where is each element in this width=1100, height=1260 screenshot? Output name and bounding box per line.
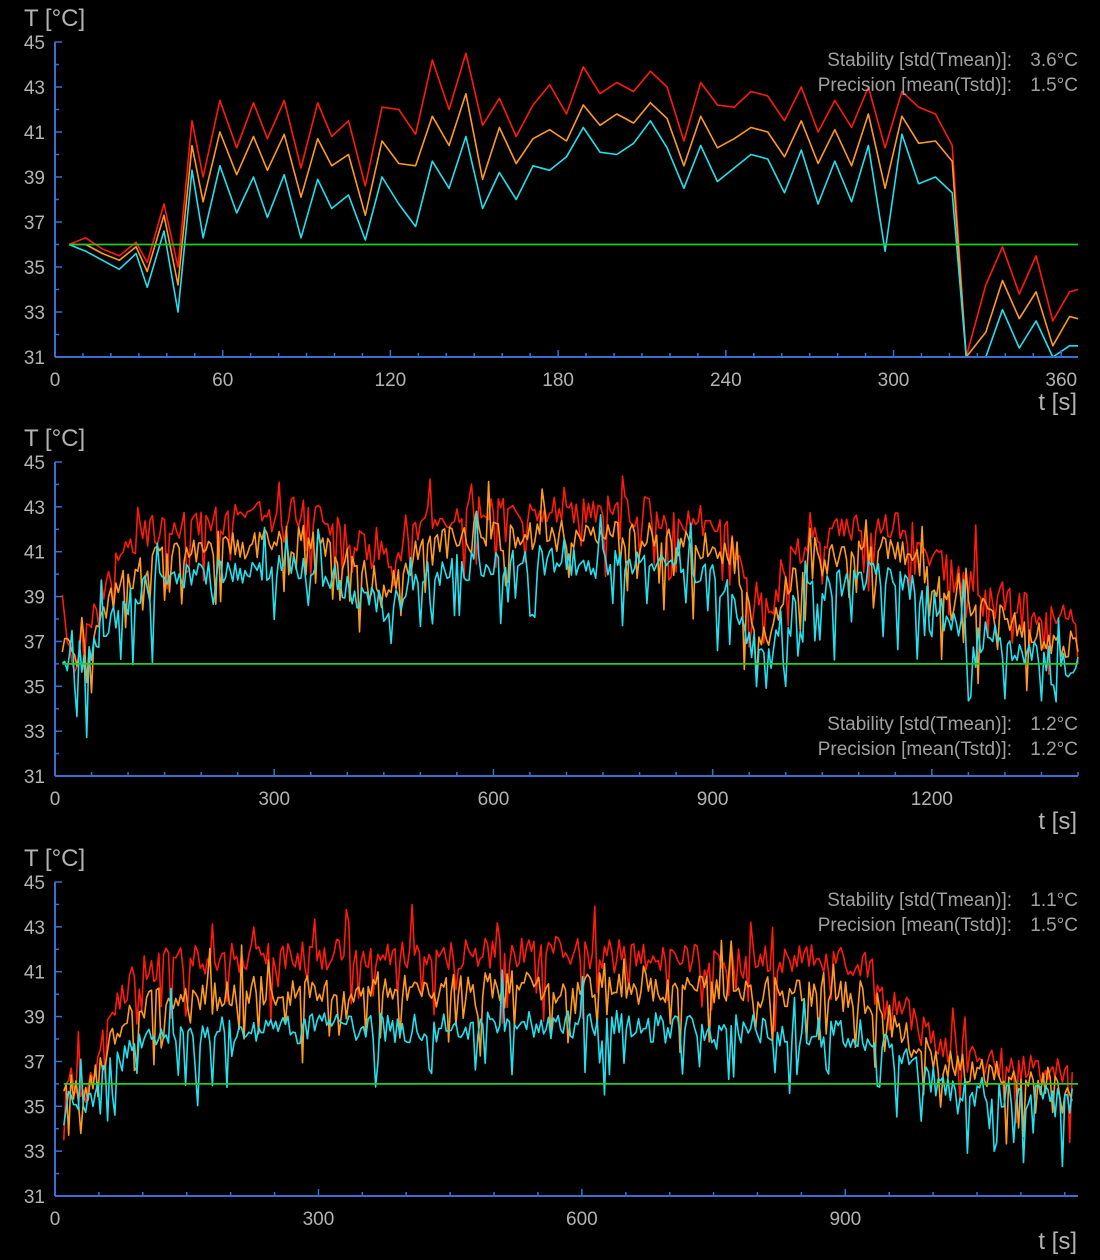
y-axis-title: T [°C]	[24, 5, 85, 32]
precision-label: Precision [mean(Tstd)]:	[818, 915, 1012, 936]
x-tick-label: 180	[542, 370, 574, 391]
y-tick-label: 37	[24, 213, 45, 234]
x-tick-label: 60	[212, 370, 233, 391]
y-tick-label: 45	[24, 453, 45, 474]
y-tick-label: 31	[24, 348, 45, 369]
y-tick-label: 35	[24, 258, 45, 279]
series-mean-line	[69, 92, 1079, 358]
y-tick-label: 39	[24, 168, 45, 189]
precision-value: 1.2°C	[1030, 739, 1078, 760]
y-axis-title: T [°C]	[24, 425, 85, 452]
x-tick-label: 600	[566, 1209, 598, 1230]
y-tick-label: 39	[24, 588, 45, 609]
y-tick-label: 45	[24, 873, 45, 894]
stability-label: Stability [std(Tmean)]:	[827, 890, 1012, 911]
precision-value: 1.5°C	[1030, 75, 1078, 96]
stability-value: 1.2°C	[1030, 714, 1078, 735]
series-min-line	[63, 969, 1073, 1168]
stability-value: 3.6°C	[1030, 50, 1078, 71]
y-tick-label: 43	[24, 78, 45, 99]
y-tick-label: 31	[24, 1187, 45, 1208]
y-tick-label: 41	[24, 963, 45, 984]
series-min-line	[68, 120, 1078, 358]
x-tick-label: 300	[878, 370, 910, 391]
series-min-line	[61, 510, 1079, 739]
y-tick-label: 33	[24, 303, 45, 324]
y-tick-label: 43	[24, 918, 45, 939]
x-tick-label: 0	[50, 370, 61, 391]
x-tick-label: 600	[478, 789, 510, 810]
y-axis-title: T [°C]	[24, 845, 85, 872]
y-tick-label: 39	[24, 1008, 45, 1029]
series-mean-line	[63, 939, 1073, 1145]
x-tick-label: 900	[697, 789, 729, 810]
precision-label: Precision [mean(Tstd)]:	[818, 739, 1012, 760]
x-tick-label: 300	[258, 789, 290, 810]
y-tick-label: 41	[24, 123, 45, 144]
x-axis-title: t [s]	[1038, 1228, 1077, 1255]
series-max-line	[68, 52, 1079, 358]
x-tick-label: 0	[50, 789, 61, 810]
y-tick-label: 35	[24, 1097, 45, 1118]
precision-label: Precision [mean(Tstd)]:	[818, 75, 1012, 96]
y-tick-label: 43	[24, 498, 45, 519]
y-tick-label: 31	[24, 767, 45, 788]
x-tick-label: 1200	[911, 789, 953, 810]
x-tick-label: 300	[303, 1209, 335, 1230]
y-tick-label: 45	[24, 33, 45, 54]
x-tick-label: 0	[50, 1209, 61, 1230]
x-tick-label: 900	[829, 1209, 861, 1230]
x-axis-title: t [s]	[1038, 808, 1077, 835]
y-tick-label: 33	[24, 722, 45, 743]
x-tick-label: 120	[375, 370, 407, 391]
y-tick-label: 37	[24, 1052, 45, 1073]
y-tick-label: 41	[24, 543, 45, 564]
y-tick-label: 33	[24, 1142, 45, 1163]
x-axis-title: t [s]	[1038, 389, 1077, 416]
stability-label: Stability [std(Tmean)]:	[827, 50, 1012, 71]
x-tick-label: 240	[710, 370, 742, 391]
y-tick-label: 35	[24, 677, 45, 698]
series-max-line	[63, 903, 1073, 1144]
y-tick-label: 37	[24, 632, 45, 653]
x-tick-label: 360	[1045, 370, 1077, 391]
stability-value: 1.1°C	[1030, 890, 1078, 911]
stability-label: Stability [std(Tmean)]:	[827, 714, 1012, 735]
precision-value: 1.5°C	[1030, 915, 1078, 936]
